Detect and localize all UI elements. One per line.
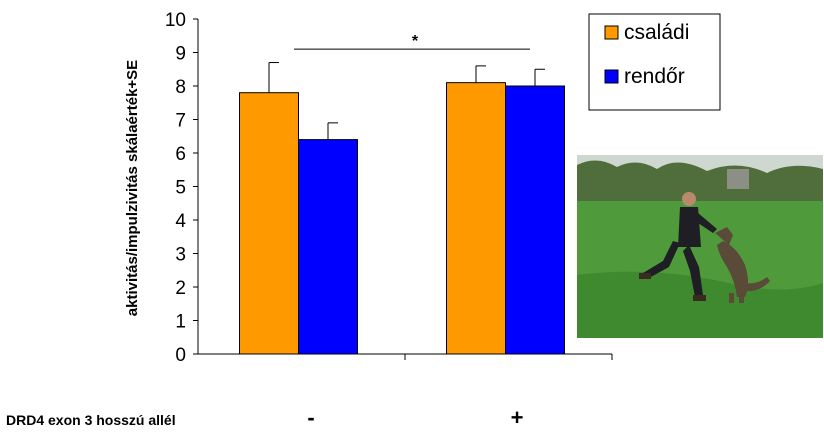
legend-swatch [604, 25, 619, 40]
y-tick-label: 2 [175, 278, 186, 299]
y-tick-label: 0 [175, 345, 186, 366]
y-tick-label: 5 [175, 178, 186, 199]
photo-trees [577, 160, 823, 207]
bar [446, 82, 506, 355]
dog-training-photo [577, 155, 823, 338]
significance-bracket: * [294, 33, 530, 50]
dog-icon [715, 227, 770, 303]
significance-label: * [412, 33, 419, 50]
legend-label: rendőr [624, 65, 685, 88]
legend-label: családi [624, 21, 689, 44]
y-tick-label: 4 [175, 211, 186, 232]
bar-chart: 0 1 2 3 4 5 6 7 8 9 10 * családi rendőr aktivitás/i… [124, 10, 721, 366]
x-category-label-plus: + [510, 405, 524, 430]
y-tick-label: 10 [165, 10, 186, 31]
y-tick-label: 9 [175, 44, 186, 65]
error-bars [268, 62, 545, 140]
bars [239, 82, 565, 355]
x-axis-title: DRD4 exon 3 hosszú allél [6, 412, 176, 428]
x-category-label-minus: - [307, 405, 315, 430]
legend-swatch [604, 69, 619, 84]
photo-grass-shade [577, 271, 823, 338]
photo-house [727, 169, 749, 189]
y-axis: 0 1 2 3 4 5 6 7 8 9 10 [165, 10, 613, 366]
y-tick-label: 3 [175, 245, 186, 266]
bar [298, 139, 358, 355]
person-icon [639, 192, 717, 301]
legend: családi rendőr [588, 13, 721, 111]
y-tick-label: 8 [175, 77, 186, 98]
y-tick-label: 1 [175, 312, 186, 333]
y-axis-label: aktivitás/impulzivitás skálaérték+SE [124, 60, 141, 316]
bar [239, 92, 299, 355]
y-tick-label: 6 [175, 144, 186, 165]
y-tick-label: 7 [175, 111, 186, 132]
bar [505, 85, 565, 355]
